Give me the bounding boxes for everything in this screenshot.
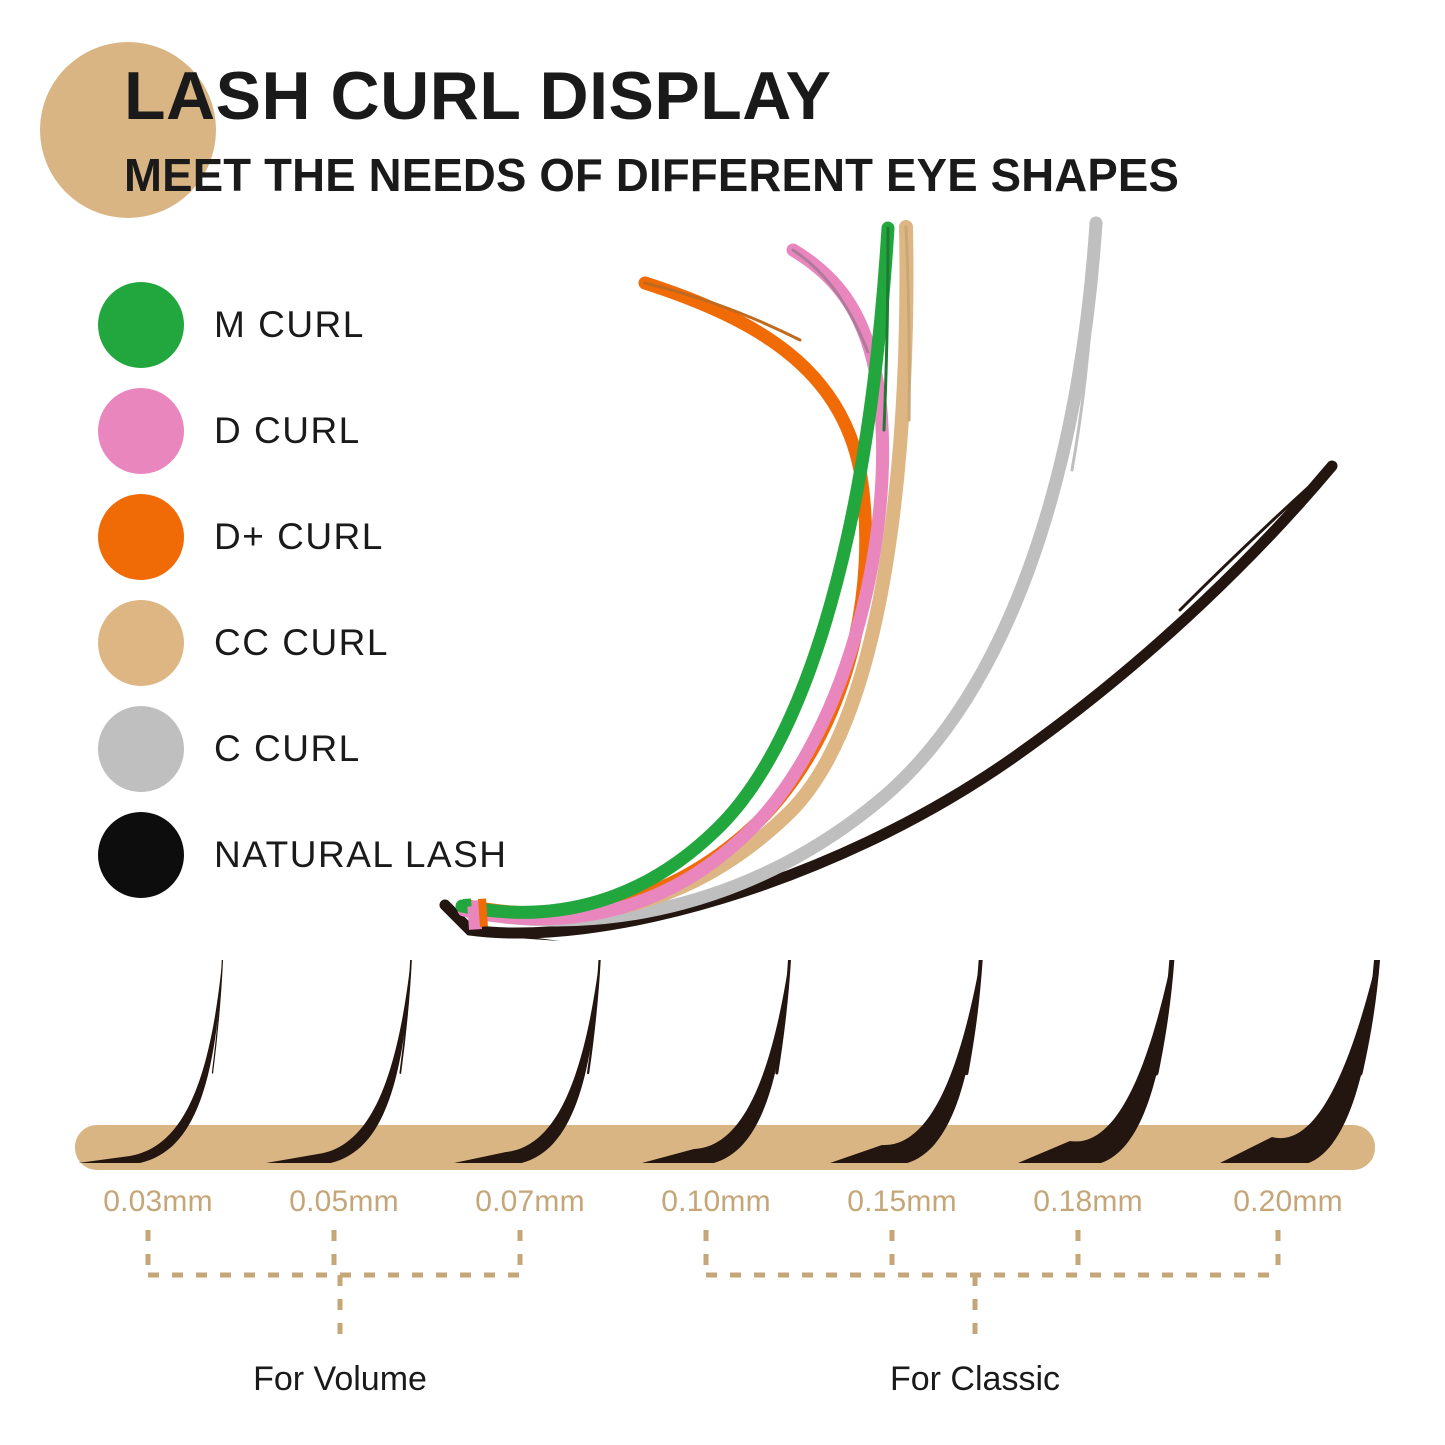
d-curl-curve bbox=[457, 243, 890, 926]
thickness-lash bbox=[642, 960, 790, 1163]
thickness-label: 0.18mm bbox=[1033, 1185, 1143, 1218]
legend-label-c-curl: C CURL bbox=[214, 728, 361, 769]
thickness-lash-tip bbox=[1356, 960, 1381, 1076]
legend-item[interactable]: CC CURL bbox=[98, 590, 508, 696]
m-curl-taper bbox=[882, 226, 890, 432]
thickness-lash bbox=[266, 960, 411, 1163]
m-curl-curve bbox=[455, 221, 895, 919]
thickness-lash-tip bbox=[586, 960, 601, 1075]
legend-label-natural-lash: NATURAL LASH bbox=[214, 834, 508, 875]
thickness-lash-tip bbox=[964, 960, 983, 1075]
thickness-lash-tip bbox=[1153, 960, 1175, 1076]
bracket-lines bbox=[145, 1230, 1281, 1340]
header-accent-circle bbox=[40, 42, 216, 218]
legend-swatch-cc-curl bbox=[98, 600, 184, 686]
c-curl-taper bbox=[1070, 221, 1098, 472]
cc-curl-curve bbox=[459, 220, 914, 923]
d-curl-taper bbox=[791, 248, 870, 354]
legend-swatch-d-plus-curl bbox=[98, 494, 184, 580]
thickness-lash-tip bbox=[399, 960, 412, 1074]
legend-swatch-natural-lash bbox=[98, 812, 184, 898]
thickness-label: 0.15mm bbox=[847, 1185, 957, 1218]
natural-lash-taper bbox=[1178, 464, 1334, 612]
legend-swatch-m-curl bbox=[98, 282, 184, 368]
legend-swatch-c-curl bbox=[98, 706, 184, 792]
page-subtitle: MEET THE NEEDS OF DIFFERENT EYE SHAPES bbox=[124, 149, 1180, 201]
curl-curves bbox=[439, 216, 1338, 941]
thickness-label: 0.05mm bbox=[289, 1185, 399, 1218]
thickness-lash bbox=[830, 960, 981, 1163]
cc-curl-taper bbox=[904, 225, 911, 422]
lash-thickness-strip bbox=[75, 960, 1381, 1170]
thickness-label: 0.10mm bbox=[661, 1185, 771, 1218]
d-plus-curl-curve bbox=[461, 276, 873, 920]
thickness-lash-group bbox=[78, 960, 1381, 1163]
grouping-brackets bbox=[145, 1230, 1281, 1340]
legend-label-d-curl: D CURL bbox=[214, 410, 361, 451]
legend-item[interactable]: D+ CURL bbox=[98, 484, 508, 590]
lash-base-root bbox=[445, 903, 560, 941]
thickness-lash bbox=[78, 960, 223, 1163]
legend-item[interactable]: C CURL bbox=[98, 696, 508, 802]
legend-label-d-plus-curl: D+ CURL bbox=[214, 516, 384, 557]
thickness-lash bbox=[1220, 960, 1378, 1163]
curl-legend: M CURL D CURL D+ CURL CC CURL C CURL NAT… bbox=[98, 272, 508, 908]
page-title: LASH CURL DISPLAY bbox=[124, 58, 832, 134]
thickness-lash bbox=[454, 960, 600, 1163]
thickness-label: 0.20mm bbox=[1233, 1185, 1343, 1218]
legend-label-cc-curl: CC CURL bbox=[214, 622, 389, 663]
thickness-label-row: 0.03mm 0.05mm 0.07mm 0.10mm 0.15mm 0.18m… bbox=[0, 1185, 1445, 1225]
legend-item[interactable]: M CURL bbox=[98, 272, 508, 378]
group-label-row: For Volume For Classic bbox=[0, 1360, 1445, 1420]
thickness-lash bbox=[1018, 960, 1172, 1163]
legend-item[interactable]: NATURAL LASH bbox=[98, 802, 508, 908]
thickness-label: 0.07mm bbox=[475, 1185, 585, 1218]
legend-label-m-curl: M CURL bbox=[214, 304, 365, 345]
group-label-for-volume: For Volume bbox=[253, 1360, 427, 1398]
thickness-lash-tip bbox=[775, 960, 791, 1075]
legend-swatch-d-curl bbox=[98, 388, 184, 474]
legend-item[interactable]: D CURL bbox=[98, 378, 508, 484]
d-plus-curl-taper bbox=[643, 281, 802, 342]
c-curl-curve bbox=[463, 216, 1103, 927]
thickness-lash-tip bbox=[211, 960, 224, 1074]
natural-lash-curve bbox=[439, 460, 1338, 939]
thickness-label: 0.03mm bbox=[103, 1185, 213, 1218]
group-label-for-classic: For Classic bbox=[889, 1360, 1061, 1398]
